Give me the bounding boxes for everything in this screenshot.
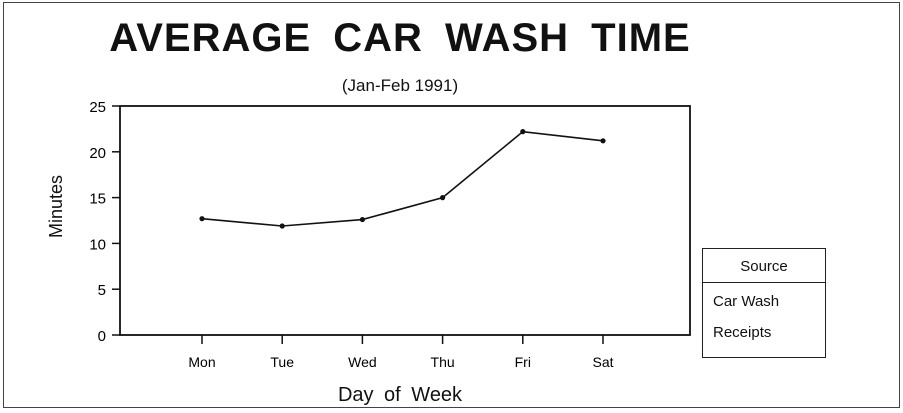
data-point — [600, 138, 606, 144]
chart-subtitle: (Jan-Feb 1991) — [341, 76, 459, 95]
y-axis-label: Minutes — [46, 174, 66, 238]
data-point — [359, 216, 365, 223]
x-axis-label: Day of Week — [337, 384, 463, 406]
chart-title: AVERAGE CAR WASH TIME — [109, 16, 691, 60]
data-points — [199, 129, 606, 229]
y-tick-label: 5 — [98, 282, 106, 299]
x-tick-label: Thu — [431, 354, 455, 370]
data-point — [520, 129, 526, 135]
y-tick-label: 15 — [89, 191, 106, 208]
legend-title: Source — [703, 249, 825, 283]
legend-entry-line-2: Receipts — [713, 324, 772, 341]
data-line — [201, 130, 604, 227]
y-axis-ticks: 0 5 10 15 20 25 — [89, 99, 120, 345]
y-tick-label: 25 — [89, 99, 106, 116]
x-axis-ticks: Mon Tue Wed Thu Fri Sat — [188, 335, 614, 370]
x-tick-label: Mon — [188, 354, 215, 370]
x-tick-label: Tue — [270, 354, 294, 370]
data-point — [199, 216, 205, 222]
y-tick-label: 10 — [89, 236, 106, 253]
legend-entry-line-1: Car Wash — [713, 293, 780, 310]
x-tick-label: Wed — [348, 354, 377, 370]
x-tick-label: Sat — [592, 354, 613, 370]
x-tick-label: Fri — [515, 354, 531, 370]
plot-area — [119, 105, 691, 336]
data-point — [440, 195, 446, 201]
data-point — [279, 223, 285, 229]
chart-frame — [3, 2, 900, 408]
legend: Source Car Wash Receipts — [702, 248, 826, 358]
y-tick-label: 20 — [89, 145, 106, 162]
y-tick-label: 0 — [98, 328, 106, 345]
